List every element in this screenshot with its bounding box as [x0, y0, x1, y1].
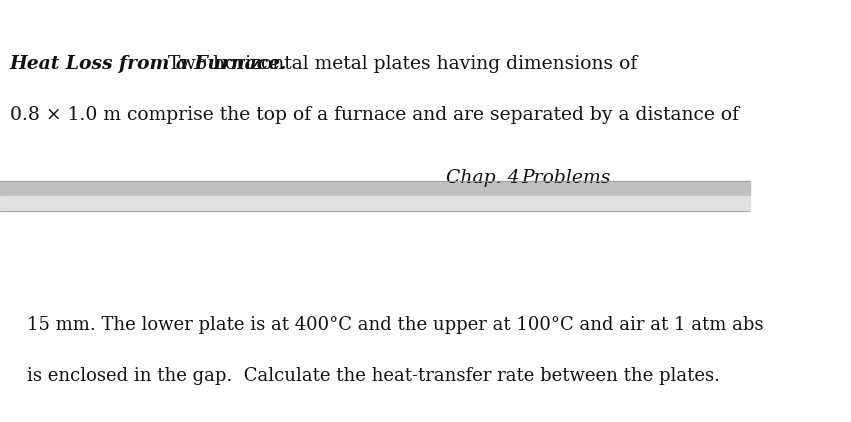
Text: Two horizontal metal plates having dimensions of: Two horizontal metal plates having dimen… [156, 55, 637, 73]
Text: 0.8 × 1.0 m comprise the top of a furnace and are separated by a distance of: 0.8 × 1.0 m comprise the top of a furnac… [9, 106, 739, 124]
Text: Problems: Problems [522, 169, 611, 187]
Text: Chap. 4: Chap. 4 [447, 169, 520, 187]
Bar [0, 196, 751, 211]
Bar [0, 181, 751, 196]
Text: is enclosed in the gap.  Calculate the heat-transfer rate between the plates.: is enclosed in the gap. Calculate the he… [27, 367, 720, 385]
Text: 15 mm. The lower plate is at 400°C and the upper at 100°C and air at 1 atm abs: 15 mm. The lower plate is at 400°C and t… [27, 316, 763, 335]
Text: Heat Loss from a Furnace.: Heat Loss from a Furnace. [9, 55, 288, 73]
